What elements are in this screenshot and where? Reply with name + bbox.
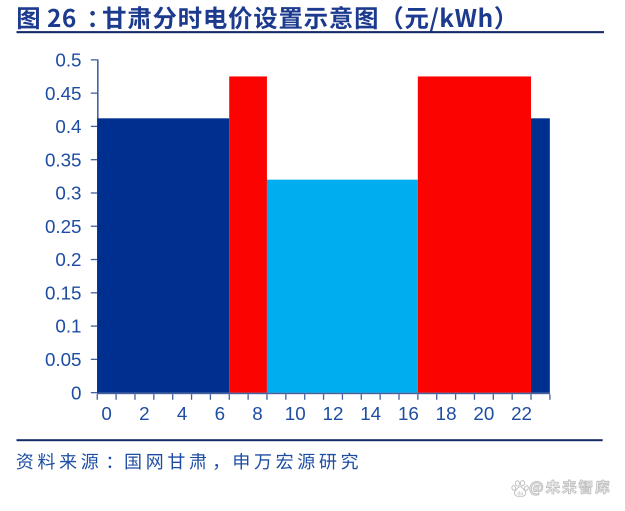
svg-text:4: 4 <box>177 403 187 424</box>
svg-text:2: 2 <box>139 403 149 424</box>
svg-text:20: 20 <box>473 403 494 424</box>
svg-text:18: 18 <box>436 403 457 424</box>
svg-text:22: 22 <box>511 403 532 424</box>
svg-text:0.1: 0.1 <box>55 316 81 337</box>
svg-text:0.45: 0.45 <box>45 83 82 104</box>
svg-text:0.3: 0.3 <box>55 183 81 204</box>
svg-text:14: 14 <box>360 403 381 424</box>
svg-text:0.4: 0.4 <box>55 116 81 137</box>
svg-text:0.25: 0.25 <box>45 216 82 237</box>
svg-text:10: 10 <box>285 403 306 424</box>
svg-text:16: 16 <box>398 403 419 424</box>
svg-text:8: 8 <box>252 403 262 424</box>
svg-text:0.2: 0.2 <box>55 249 81 270</box>
svg-text:0: 0 <box>101 403 111 424</box>
svg-text:12: 12 <box>323 403 344 424</box>
svg-text:0.35: 0.35 <box>45 149 82 170</box>
svg-text:0.05: 0.05 <box>45 349 82 370</box>
svg-text:6: 6 <box>215 403 225 424</box>
svg-text:0.5: 0.5 <box>55 50 81 71</box>
svg-text:0: 0 <box>71 382 81 403</box>
svg-text:0.15: 0.15 <box>45 282 82 303</box>
